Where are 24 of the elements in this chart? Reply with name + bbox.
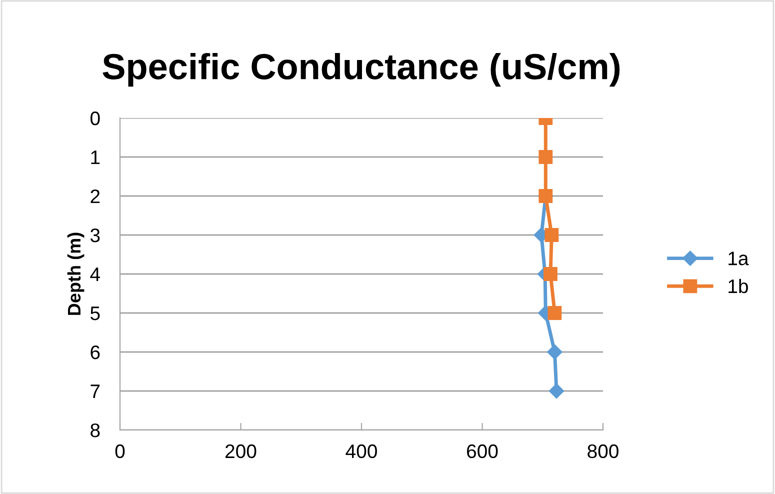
y-tick-label: 8 [90, 423, 100, 438]
y-tick-label: 1 [91, 150, 100, 164]
x-tick-label: 800 [588, 444, 618, 458]
point [544, 228, 559, 242]
y-tick-label: 6 [90, 345, 100, 360]
y-tick-label: 4 [90, 268, 100, 282]
chart-title: Specific Conductance (uS/cm) [102, 52, 620, 87]
point [538, 150, 553, 164]
legend-label: 1b [728, 278, 748, 294]
point [547, 344, 562, 360]
x-tick-label: 200 [226, 444, 256, 458]
x-tick-label: 600 [467, 444, 498, 458]
point [548, 306, 562, 320]
x-tick-label: 400 [346, 444, 377, 458]
y-tick-label: 3 [90, 228, 100, 242]
y-tick-label: 2 [90, 189, 100, 204]
x-tick-label: 0 [115, 444, 125, 458]
y-tick-label: 5 [90, 306, 100, 320]
y-axis-title: Depth (m) [67, 232, 84, 315]
y-tick-label: 7 [90, 384, 100, 398]
legend-label: 1a [728, 252, 749, 266]
point [548, 383, 564, 399]
point [544, 267, 558, 281]
y-tick-label: 0 [90, 111, 100, 126]
